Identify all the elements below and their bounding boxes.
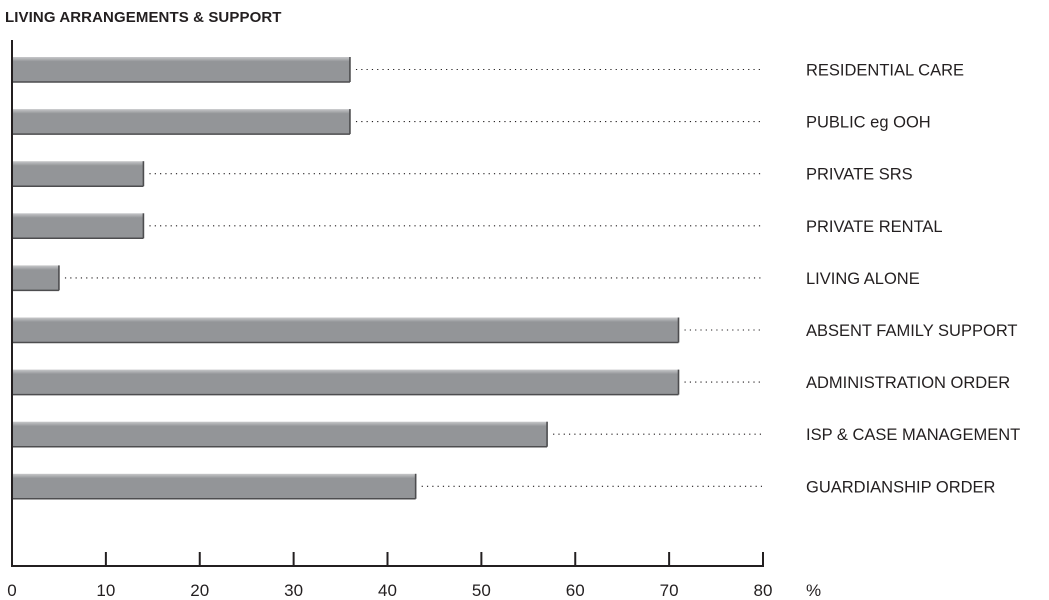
bar-group: GUARDIANSHIP ORDER: [12, 473, 996, 500]
bar-group: PUBLIC eg OOH: [12, 109, 931, 135]
x-tick-label: 70: [660, 581, 679, 600]
bar-group: PRIVATE RENTAL: [12, 213, 943, 240]
category-label: ISP & CASE MANAGEMENT: [806, 426, 1020, 444]
category-label: PRIVATE RENTAL: [806, 218, 943, 236]
bar-group: LIVING ALONE: [12, 265, 920, 292]
category-label: PUBLIC eg OOH: [806, 114, 931, 132]
category-label: ABSENT FAMILY SUPPORT: [806, 322, 1018, 340]
x-tick-label: 60: [566, 581, 585, 600]
category-label: GUARDIANSHIP ORDER: [806, 478, 996, 496]
x-tick-label: 10: [96, 581, 115, 600]
bar: [12, 109, 350, 135]
bar-group: ISP & CASE MANAGEMENT: [12, 421, 1020, 448]
x-tick-label: 0: [7, 581, 16, 600]
bar: [12, 473, 416, 499]
category-label: RESIDENTIAL CARE: [806, 62, 964, 80]
x-unit-label: %: [806, 581, 821, 600]
bar: [12, 57, 350, 82]
bar-group: PRIVATE SRS: [12, 161, 913, 187]
x-tick-label: 40: [378, 581, 397, 600]
bar: [12, 213, 144, 239]
bar: [12, 317, 679, 343]
bar-group: ABSENT FAMILY SUPPORT: [12, 317, 1018, 344]
bar-group: ADMINISTRATION ORDER: [12, 369, 1010, 396]
category-label: ADMINISTRATION ORDER: [806, 374, 1010, 392]
x-axis: 0 10 20 30 40 50 60 70 80%: [7, 40, 821, 600]
category-label: PRIVATE SRS: [806, 166, 913, 184]
chart-title: LIVING ARRANGEMENTS & SUPPORT: [5, 9, 282, 26]
x-tick-label: 20: [190, 581, 209, 600]
bar: [12, 421, 548, 447]
bar: [12, 265, 59, 291]
category-label: LIVING ALONE: [806, 270, 920, 288]
bar-group: RESIDENTIAL CARE: [12, 57, 964, 83]
x-tick-label: 50: [472, 581, 491, 600]
bars-layer: RESIDENTIAL CARE PUBLIC eg OOH PRIVATE SRS…: [12, 57, 1020, 500]
x-tick-label: 80: [754, 581, 773, 600]
x-tick-label: 30: [284, 581, 303, 600]
bar: [12, 161, 144, 187]
bar: [12, 369, 679, 395]
